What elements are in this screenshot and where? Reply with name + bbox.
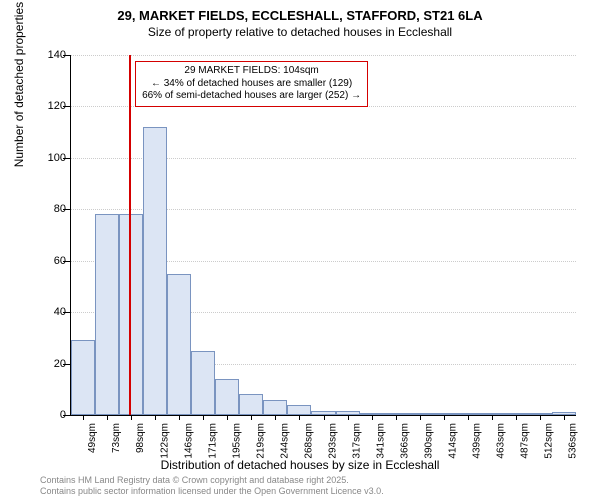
callout-line-3: 66% of semi-detached houses are larger (… — [142, 90, 361, 103]
chart-subtitle: Size of property relative to detached ho… — [0, 23, 600, 39]
x-tick — [444, 415, 445, 420]
y-tick-label: 140 — [48, 49, 66, 61]
x-tick — [131, 415, 132, 420]
x-tick — [324, 415, 325, 420]
x-tick — [516, 415, 517, 420]
x-tick-label: 98sqm — [135, 423, 146, 453]
x-tick — [468, 415, 469, 420]
x-tick — [372, 415, 373, 420]
y-tick-label: 20 — [54, 358, 66, 370]
x-tick — [107, 415, 108, 420]
histogram-bar — [95, 214, 119, 415]
x-tick-label: 49sqm — [87, 423, 98, 453]
x-tick-label: 439sqm — [472, 423, 483, 459]
histogram-bar — [287, 405, 311, 415]
x-tick — [299, 415, 300, 420]
x-tick-label: 171sqm — [207, 423, 218, 459]
footer-line-2: Contains public sector information licen… — [40, 486, 384, 497]
y-tick-label: 40 — [54, 306, 66, 318]
x-tick-label: 512sqm — [544, 423, 555, 459]
chart-title: 29, MARKET FIELDS, ECCLESHALL, STAFFORD,… — [0, 0, 600, 23]
x-tick-label: 293sqm — [328, 423, 339, 459]
plot-area: 02040608010012014049sqm73sqm98sqm122sqm1… — [70, 55, 576, 416]
x-tick — [564, 415, 565, 420]
x-tick — [348, 415, 349, 420]
x-tick-label: 244sqm — [279, 423, 290, 459]
x-tick-label: 341sqm — [376, 423, 387, 459]
x-tick-label: 487sqm — [520, 423, 531, 459]
histogram-bar — [239, 394, 263, 415]
histogram-bar — [191, 351, 215, 415]
x-tick-label: 73sqm — [111, 423, 122, 453]
histogram-bar — [71, 340, 95, 415]
histogram-bar — [215, 379, 239, 415]
marker-callout: 29 MARKET FIELDS: 104sqm← 34% of detache… — [135, 61, 368, 107]
grid-line — [71, 106, 576, 107]
footer-attribution: Contains HM Land Registry data © Crown c… — [40, 475, 384, 497]
x-tick — [155, 415, 156, 420]
x-tick-label: 219sqm — [255, 423, 266, 459]
x-tick — [251, 415, 252, 420]
x-tick-label: 268sqm — [303, 423, 314, 459]
x-tick-label: 146sqm — [183, 423, 194, 459]
x-tick-label: 195sqm — [231, 423, 242, 459]
chart-container: 29, MARKET FIELDS, ECCLESHALL, STAFFORD,… — [0, 0, 600, 500]
x-tick-label: 390sqm — [424, 423, 435, 459]
x-tick — [203, 415, 204, 420]
y-tick-label: 0 — [60, 409, 66, 421]
x-tick — [540, 415, 541, 420]
x-tick — [275, 415, 276, 420]
y-tick-label: 120 — [48, 100, 66, 112]
callout-line-2: ← 34% of detached houses are smaller (12… — [142, 78, 361, 91]
y-tick-label: 60 — [54, 255, 66, 267]
y-tick-label: 80 — [54, 203, 66, 215]
x-tick — [492, 415, 493, 420]
x-tick-label: 122sqm — [159, 423, 170, 459]
grid-line — [71, 55, 576, 56]
histogram-bar — [119, 214, 143, 415]
x-tick-label: 366sqm — [400, 423, 411, 459]
x-tick — [83, 415, 84, 420]
histogram-bar — [263, 400, 287, 415]
x-tick — [420, 415, 421, 420]
footer-line-1: Contains HM Land Registry data © Crown c… — [40, 475, 384, 486]
y-axis-title: Number of detached properties — [12, 2, 26, 167]
x-tick — [396, 415, 397, 420]
x-tick-label: 317sqm — [352, 423, 363, 459]
x-tick-label: 536sqm — [568, 423, 579, 459]
y-tick-label: 100 — [48, 152, 66, 164]
histogram-bar — [143, 127, 167, 415]
x-axis-title: Distribution of detached houses by size … — [0, 458, 600, 472]
x-tick-label: 463sqm — [496, 423, 507, 459]
x-tick — [179, 415, 180, 420]
callout-line-1: 29 MARKET FIELDS: 104sqm — [142, 65, 361, 78]
x-tick — [227, 415, 228, 420]
marker-line — [129, 55, 131, 415]
x-tick-label: 414sqm — [448, 423, 459, 459]
histogram-bar — [167, 274, 191, 415]
